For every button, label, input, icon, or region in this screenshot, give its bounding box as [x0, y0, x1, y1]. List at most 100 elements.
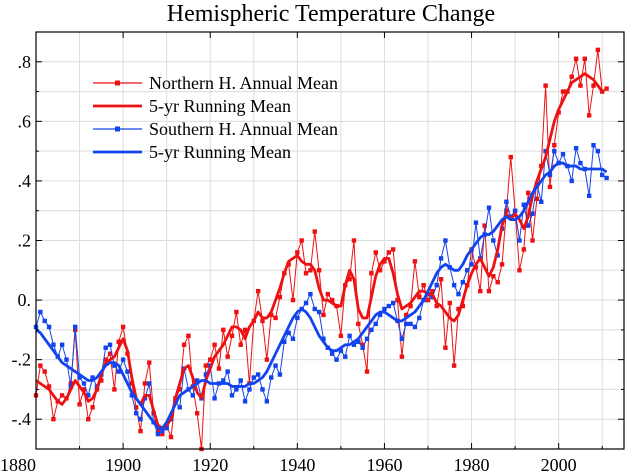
data-point [465, 268, 470, 273]
data-point [351, 238, 357, 243]
data-point [443, 238, 448, 243]
data-point [290, 336, 296, 341]
data-point [364, 369, 370, 374]
data-point [269, 375, 274, 380]
data-point [260, 318, 265, 324]
data-point [51, 342, 56, 347]
data-point [343, 354, 348, 359]
data-point [521, 202, 527, 207]
data-point [543, 148, 548, 154]
data-point [312, 306, 317, 312]
data-point [133, 405, 139, 410]
data-point [303, 271, 309, 276]
data-point [103, 357, 108, 362]
data-point [251, 375, 256, 380]
axis-layer: 1880 1900 1920 1940 1960 1980 2000 -.4 -.2 0. .2 .4… [0, 31, 624, 474]
data-point [194, 411, 200, 416]
data-point [486, 288, 492, 294]
data-point [434, 282, 439, 288]
data-point [525, 223, 531, 228]
data-point [591, 142, 596, 148]
data-point [86, 417, 91, 422]
data-point [81, 387, 87, 392]
data-point [491, 274, 496, 279]
data-point [181, 342, 187, 347]
y-tick-label: 0. [18, 290, 32, 310]
data-point [451, 282, 457, 288]
data-point [386, 303, 391, 309]
data-point [112, 387, 117, 392]
data-point [282, 339, 287, 344]
data-point [543, 83, 548, 88]
data-point [138, 428, 143, 434]
y-tick-label: -.2 [12, 350, 32, 370]
data-point [242, 399, 248, 404]
data-point [208, 357, 213, 362]
data-point [508, 214, 513, 219]
data-point [38, 363, 43, 368]
series-layer [33, 47, 609, 452]
data-point [238, 342, 243, 347]
data-point [373, 250, 378, 255]
data-point [51, 417, 56, 422]
data-point [560, 151, 566, 157]
data-point [229, 333, 235, 339]
data-point [377, 268, 383, 273]
data-point [77, 375, 82, 380]
data-point [443, 345, 448, 350]
data-point [412, 259, 418, 264]
data-point [573, 56, 579, 62]
data-point [586, 193, 592, 199]
series-smooth-line [35, 161, 608, 430]
data-point [303, 300, 309, 306]
data-point [147, 360, 152, 365]
x-tick-label: 1920 [192, 455, 228, 474]
y-tick-label: .8 [18, 52, 32, 72]
data-point [116, 369, 121, 374]
data-point [77, 402, 82, 407]
data-point [504, 199, 509, 204]
data-point [347, 277, 352, 282]
data-point [329, 297, 335, 303]
data-point [247, 387, 252, 392]
data-point [499, 262, 505, 267]
data-point [107, 342, 113, 347]
data-point [595, 47, 601, 53]
data-point [578, 160, 583, 166]
x-tick-label: 1960 [366, 455, 402, 474]
data-point [299, 238, 304, 243]
data-point [338, 348, 344, 353]
data-point [482, 223, 487, 228]
data-point [447, 300, 452, 306]
chart-title: Hemispheric Temperature Change [167, 1, 495, 27]
data-point [273, 363, 278, 368]
series-smooth-line [35, 72, 604, 430]
data-point [508, 154, 513, 160]
data-point [59, 342, 65, 347]
data-point [460, 280, 466, 285]
legend-label: Northern H. Annual Mean [149, 73, 338, 93]
data-point [164, 425, 169, 431]
legend-label: Southern H. Annual Mean [149, 119, 338, 139]
data-point [595, 148, 601, 154]
data-point [203, 363, 209, 368]
data-point [160, 428, 165, 434]
data-point [42, 369, 47, 374]
data-point [591, 83, 596, 88]
data-point [390, 300, 396, 306]
data-point [408, 321, 413, 327]
data-point [177, 387, 182, 392]
data-point [399, 354, 405, 359]
data-point [495, 280, 500, 285]
y-tick-label: .4 [18, 171, 32, 191]
data-point [221, 378, 226, 383]
data-point [295, 315, 300, 321]
data-point [517, 238, 522, 243]
data-point [547, 184, 553, 190]
data-point [286, 330, 291, 336]
y-tick-label: .6 [18, 111, 32, 131]
data-point [225, 369, 230, 374]
data-point [382, 306, 387, 312]
legend-label: 5-yr Running Mean [149, 96, 291, 116]
